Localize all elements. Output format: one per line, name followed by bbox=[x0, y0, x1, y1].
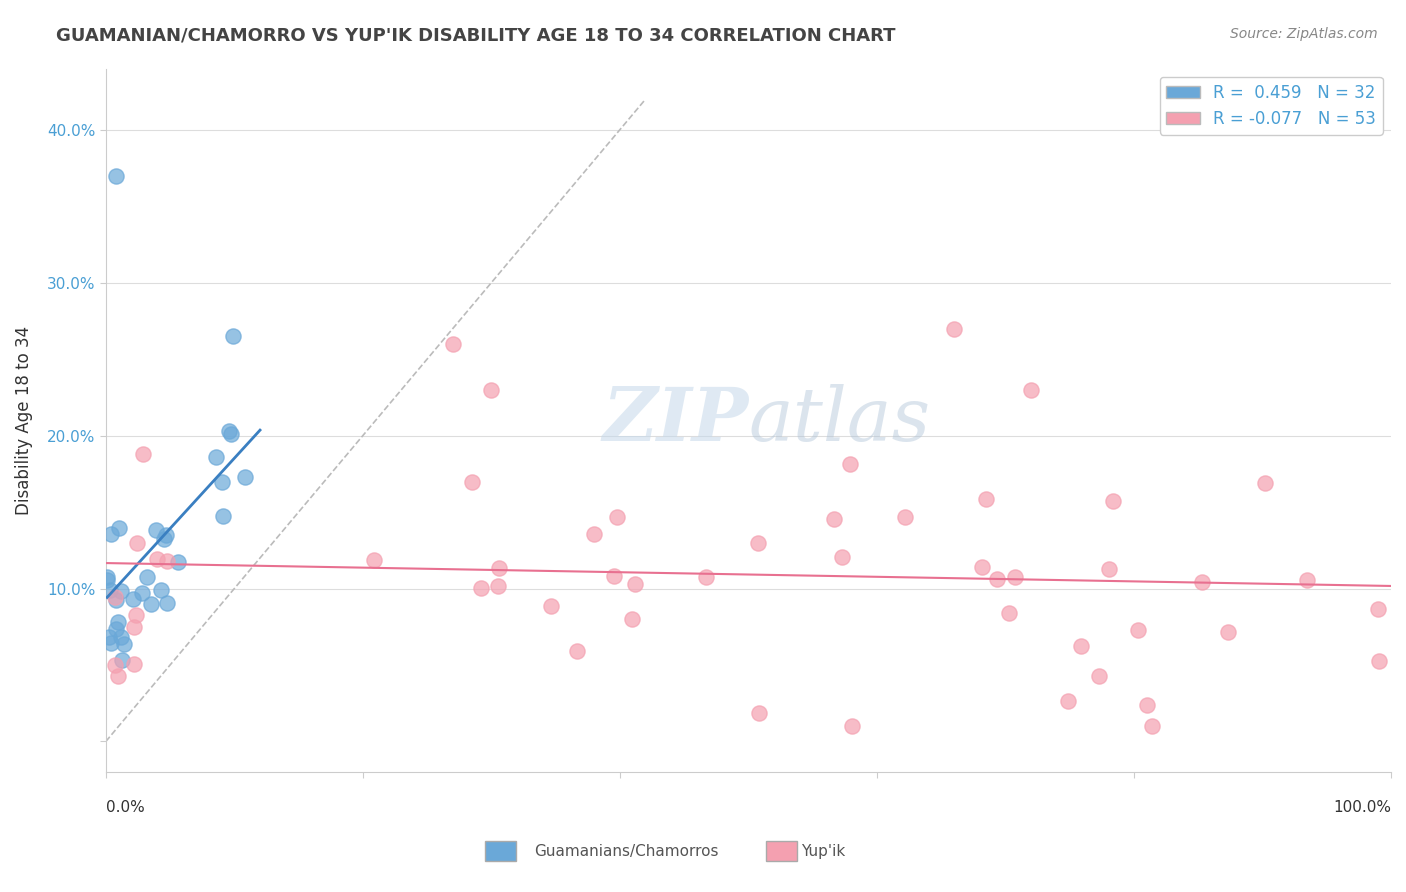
Text: ZIP: ZIP bbox=[602, 384, 748, 457]
Point bbox=[104, 657, 127, 672]
Point bbox=[111, 652, 134, 666]
Point bbox=[363, 552, 385, 566]
Point bbox=[1004, 570, 1026, 584]
Point bbox=[96, 573, 118, 587]
Point bbox=[1136, 698, 1159, 713]
Point bbox=[1088, 669, 1111, 683]
Point bbox=[624, 577, 647, 591]
Point bbox=[1102, 493, 1125, 508]
Point bbox=[1140, 719, 1163, 733]
Point bbox=[218, 424, 240, 438]
Point bbox=[974, 491, 997, 506]
Point bbox=[108, 521, 131, 535]
Point bbox=[1368, 654, 1391, 668]
Point bbox=[107, 669, 129, 683]
Legend: R =  0.459   N = 32, R = -0.077   N = 53: R = 0.459 N = 32, R = -0.077 N = 53 bbox=[1160, 77, 1382, 135]
Point bbox=[582, 527, 605, 541]
Text: Source: ZipAtlas.com: Source: ZipAtlas.com bbox=[1230, 27, 1378, 41]
Point bbox=[155, 528, 177, 542]
Point bbox=[488, 560, 510, 574]
Point bbox=[1218, 624, 1240, 639]
Point bbox=[841, 719, 863, 733]
Point bbox=[943, 321, 966, 335]
Text: 100.0%: 100.0% bbox=[1333, 800, 1391, 815]
Point bbox=[838, 457, 860, 471]
Point bbox=[606, 510, 628, 524]
Point bbox=[139, 597, 162, 611]
Text: 0.0%: 0.0% bbox=[105, 800, 145, 815]
Point bbox=[145, 524, 167, 538]
Text: Yup'ik: Yup'ik bbox=[801, 845, 845, 859]
Text: Guamanians/Chamorros: Guamanians/Chamorros bbox=[534, 845, 718, 859]
Point bbox=[105, 593, 128, 607]
Point bbox=[212, 508, 235, 523]
Point bbox=[470, 581, 492, 595]
Point bbox=[1367, 602, 1389, 616]
Point bbox=[205, 450, 228, 465]
Point bbox=[110, 584, 132, 599]
Point bbox=[893, 510, 915, 524]
Y-axis label: Disability Age 18 to 34: Disability Age 18 to 34 bbox=[15, 326, 32, 515]
Point bbox=[986, 573, 1008, 587]
Point bbox=[125, 536, 148, 550]
Point bbox=[149, 583, 172, 598]
Point bbox=[222, 329, 245, 343]
Point bbox=[98, 582, 121, 597]
Point bbox=[156, 554, 179, 568]
Point bbox=[131, 447, 153, 461]
Point bbox=[153, 532, 176, 546]
Point bbox=[565, 644, 588, 658]
Point bbox=[122, 591, 145, 606]
Point bbox=[461, 475, 484, 489]
Point bbox=[219, 427, 242, 442]
Text: atlas: atlas bbox=[748, 384, 931, 457]
Point bbox=[1019, 383, 1042, 397]
Point bbox=[135, 570, 157, 584]
Point bbox=[211, 475, 233, 489]
Point bbox=[998, 607, 1021, 621]
Point bbox=[540, 599, 562, 614]
Point bbox=[112, 637, 135, 651]
Point bbox=[167, 555, 190, 569]
Point bbox=[105, 623, 128, 637]
Point bbox=[105, 169, 128, 183]
Point bbox=[124, 657, 146, 671]
Point bbox=[146, 552, 169, 566]
Point bbox=[823, 511, 845, 525]
Point bbox=[100, 527, 122, 541]
Point bbox=[107, 615, 129, 629]
Point bbox=[1070, 639, 1092, 653]
Point bbox=[131, 586, 153, 600]
Point bbox=[110, 630, 132, 644]
Point bbox=[104, 590, 127, 604]
Point bbox=[1254, 476, 1277, 491]
Point bbox=[97, 630, 120, 644]
Point bbox=[441, 336, 464, 351]
Point bbox=[747, 536, 769, 550]
Point bbox=[1128, 624, 1150, 638]
Point bbox=[156, 596, 179, 610]
Text: GUAMANIAN/CHAMORRO VS YUP'IK DISABILITY AGE 18 TO 34 CORRELATION CHART: GUAMANIAN/CHAMORRO VS YUP'IK DISABILITY … bbox=[56, 27, 896, 45]
Point bbox=[695, 570, 717, 584]
Point bbox=[1295, 573, 1317, 587]
Point bbox=[970, 559, 993, 574]
Point bbox=[831, 550, 853, 565]
Point bbox=[1191, 575, 1213, 590]
Point bbox=[100, 635, 122, 649]
Point bbox=[486, 579, 509, 593]
Point bbox=[620, 612, 643, 626]
Point bbox=[1056, 694, 1078, 708]
Point bbox=[1098, 561, 1121, 575]
Point bbox=[602, 569, 624, 583]
Point bbox=[124, 608, 146, 623]
Point bbox=[479, 383, 502, 397]
Point bbox=[96, 570, 118, 584]
Point bbox=[748, 706, 770, 720]
Point bbox=[233, 470, 256, 484]
Point bbox=[122, 620, 145, 634]
